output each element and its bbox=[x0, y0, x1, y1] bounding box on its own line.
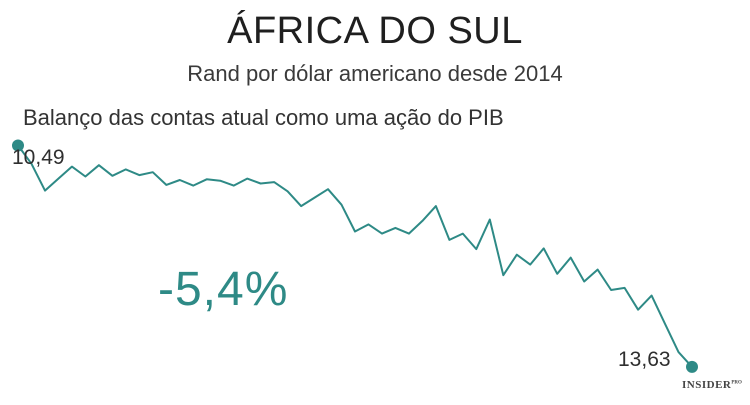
start-value-label: 10,49 bbox=[12, 146, 65, 169]
brand-name: INSIDER bbox=[682, 379, 732, 391]
end-value-label: 13,63 bbox=[618, 348, 671, 371]
chart-subtitle: Rand por dólar americano desde 2014 bbox=[187, 61, 563, 86]
series-label: Balanço das contas atual como uma ação d… bbox=[23, 105, 504, 130]
chart-title: ÁFRICA DO SUL bbox=[227, 10, 523, 52]
series-line bbox=[17, 144, 693, 368]
brand-suffix: PRO bbox=[731, 380, 742, 386]
brand-logo: INSIDERPRO bbox=[682, 379, 742, 391]
start-point bbox=[12, 139, 24, 152]
end-point bbox=[686, 360, 698, 373]
highlight-value: -5,4% bbox=[158, 263, 289, 316]
